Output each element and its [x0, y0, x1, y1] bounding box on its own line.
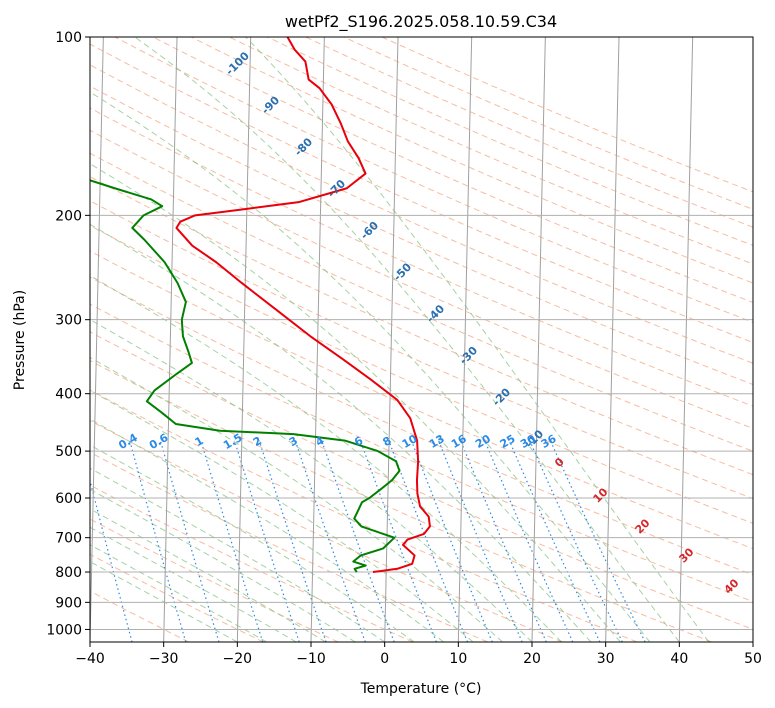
y-tick-label: 100 — [55, 30, 82, 46]
mixing-ratio-line — [321, 440, 395, 642]
x-tick-label: 40 — [670, 651, 688, 667]
y-tick-label: 600 — [55, 491, 82, 507]
x-tick-label: −30 — [149, 651, 179, 667]
mixing-ratio-line — [233, 440, 300, 642]
dry-adiabat-line — [90, 590, 190, 642]
isotherm-line — [163, 37, 178, 642]
dry-adiabat-line — [90, 107, 753, 407]
x-tick-label: 30 — [597, 651, 615, 667]
moist-adiabat-line — [90, 91, 651, 642]
dry-adiabat-line — [190, 37, 753, 284]
plot-background — [90, 37, 753, 642]
mixing-ratio-line — [549, 440, 646, 642]
temperature-profile-line — [175, 37, 431, 574]
moist-adiabat-line — [134, 37, 680, 642]
y-tick-label: 700 — [55, 531, 82, 547]
chart-title: wetPf2_S196.2025.058.10.59.C34 — [285, 12, 557, 32]
plot-frame — [89, 36, 754, 643]
x-tick-label: 0 — [380, 651, 389, 667]
mixing-ratio-line — [258, 440, 327, 642]
y-tick-label: 500 — [55, 444, 82, 460]
dry-adiabat-line — [90, 43, 753, 344]
moist-adiabat-line — [90, 526, 297, 642]
x-tick-label: −20 — [223, 651, 253, 667]
dry-adiabat-line — [90, 359, 712, 642]
dewpoint-profile-line — [90, 179, 401, 573]
background-lines — [90, 37, 753, 642]
y-tick-label: 300 — [55, 313, 82, 329]
dry-adiabat-line — [90, 250, 753, 550]
y-axis-ticks: 100 200 300 400 500 600 700 800 900 1000 — [46, 30, 90, 638]
mixing-ratio-line — [410, 440, 493, 642]
dry-adiabat-line — [90, 389, 638, 642]
moist-adiabat-line — [90, 444, 415, 642]
mixing-ratio-line — [294, 440, 366, 642]
data-series — [90, 37, 431, 574]
y-tick-label: 1000 — [46, 622, 82, 638]
isotherm-line — [90, 37, 104, 642]
y-axis-label: Pressure (hPa) — [12, 290, 28, 390]
isotherm-line — [531, 37, 546, 642]
x-tick-label: −40 — [75, 651, 105, 667]
x-tick-label: 50 — [744, 651, 762, 667]
moist-adiabat-line — [90, 508, 326, 642]
isotherm-line — [384, 37, 399, 642]
dry-adiabat-line — [90, 176, 753, 476]
mixing-ratio-line — [529, 440, 623, 642]
x-tick-label: −10 — [296, 651, 326, 667]
dry-adiabat-line — [90, 224, 753, 524]
moist-adiabat-line — [90, 467, 385, 642]
dry-adiabat-line — [90, 303, 753, 603]
isotherm-line — [236, 37, 252, 642]
mixing-ratio-line — [388, 440, 469, 642]
y-tick-label: 400 — [55, 387, 82, 403]
y-tick-label: 800 — [55, 565, 82, 581]
y-tick-label: 200 — [55, 208, 82, 224]
moist-adiabat-line — [90, 356, 503, 642]
dry-adiabat-line — [90, 129, 753, 429]
isotherm-line — [678, 37, 694, 642]
dry-adiabat-line — [90, 64, 753, 364]
moist-adiabat-line — [90, 488, 356, 642]
moist-adiabat-line — [90, 319, 533, 642]
dry-adiabat-line — [90, 553, 264, 642]
x-tick-label: 10 — [449, 651, 467, 667]
x-tick-label: 20 — [523, 651, 541, 667]
dry-adiabat-line — [90, 451, 488, 642]
moist-adiabat-line — [90, 223, 592, 642]
moist-adiabat-line — [90, 418, 444, 642]
x-axis-ticks: −40 −30 −20 −10 0 10 20 30 40 50 — [75, 642, 762, 667]
dry-adiabat-line — [152, 37, 753, 303]
moist-adiabat-line — [90, 163, 621, 642]
isotherm-line — [310, 37, 325, 642]
isotherm-line — [457, 37, 473, 642]
y-tick-label: 900 — [55, 595, 82, 611]
x-axis-label: Temperature (°C) — [360, 681, 482, 697]
mixing-ratio-line — [200, 440, 264, 642]
isotherm-line — [605, 37, 620, 642]
dry-adiabat-line — [90, 200, 753, 500]
moist-adiabat-line — [245, 37, 710, 642]
moist-adiabat-line — [90, 275, 562, 642]
